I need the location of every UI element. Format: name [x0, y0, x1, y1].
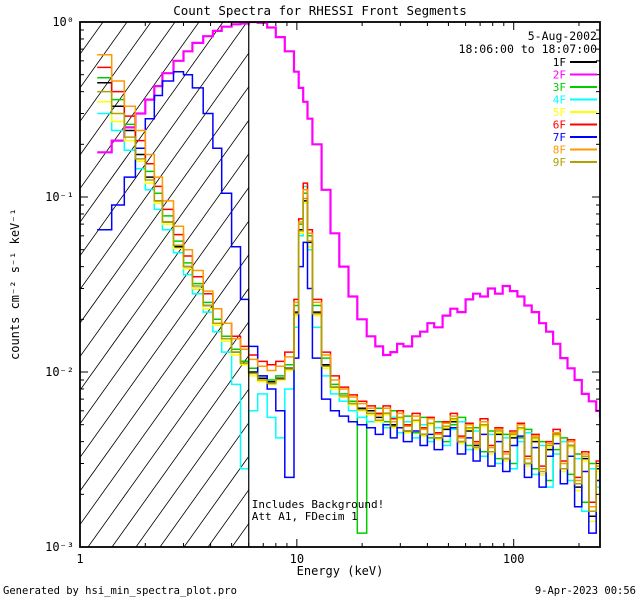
- legend-label-3F: 3F: [553, 81, 566, 94]
- x-tick-label: 100: [503, 552, 525, 566]
- x-tick-label: 10: [290, 552, 304, 566]
- chart-title: Count Spectra for RHESSI Front Segments: [173, 3, 467, 18]
- spectrum-line-7F: [97, 70, 600, 534]
- y-tick-label: 10⁰: [52, 15, 74, 29]
- spectrum-line-2F: [97, 22, 600, 418]
- x-axis-label: Energy (keV): [296, 564, 384, 578]
- legend-label-8F: 8F: [553, 144, 566, 157]
- obs-date: 5-Aug-2002: [528, 29, 597, 43]
- y-tick-label: 10⁻²: [45, 365, 74, 379]
- render-timestamp: 9-Apr-2023 00:56: [534, 585, 636, 597]
- spectra-series: [97, 22, 600, 534]
- y-tick-label: 10⁻¹: [45, 190, 74, 204]
- hatched-low-energy-region: [80, 22, 249, 547]
- attenuator-note: Att A1, FDecim 1: [252, 510, 358, 523]
- generator-credit: Generated by hsi_min_spectra_plot.pro: [3, 585, 237, 597]
- legend-label-9F: 9F: [553, 156, 566, 169]
- axis-ticks: [79, 21, 600, 548]
- y-tick-label: 10⁻³: [45, 540, 74, 554]
- spectrum-line-9F: [97, 90, 600, 513]
- plot-border: [79, 21, 601, 548]
- obs-time-range: 18:06:00 to 18:07:00: [459, 42, 598, 56]
- legend-label-5F: 5F: [553, 106, 566, 119]
- legend-label-2F: 2F: [553, 69, 566, 82]
- legend-label-7F: 7F: [553, 131, 566, 144]
- includes-background-note: Includes Background!: [252, 498, 384, 511]
- legend-label-6F: 6F: [553, 119, 566, 132]
- legend-label-4F: 4F: [553, 94, 566, 107]
- x-tick-label: 1: [76, 552, 83, 566]
- legend-label-1F: 1F: [553, 56, 566, 69]
